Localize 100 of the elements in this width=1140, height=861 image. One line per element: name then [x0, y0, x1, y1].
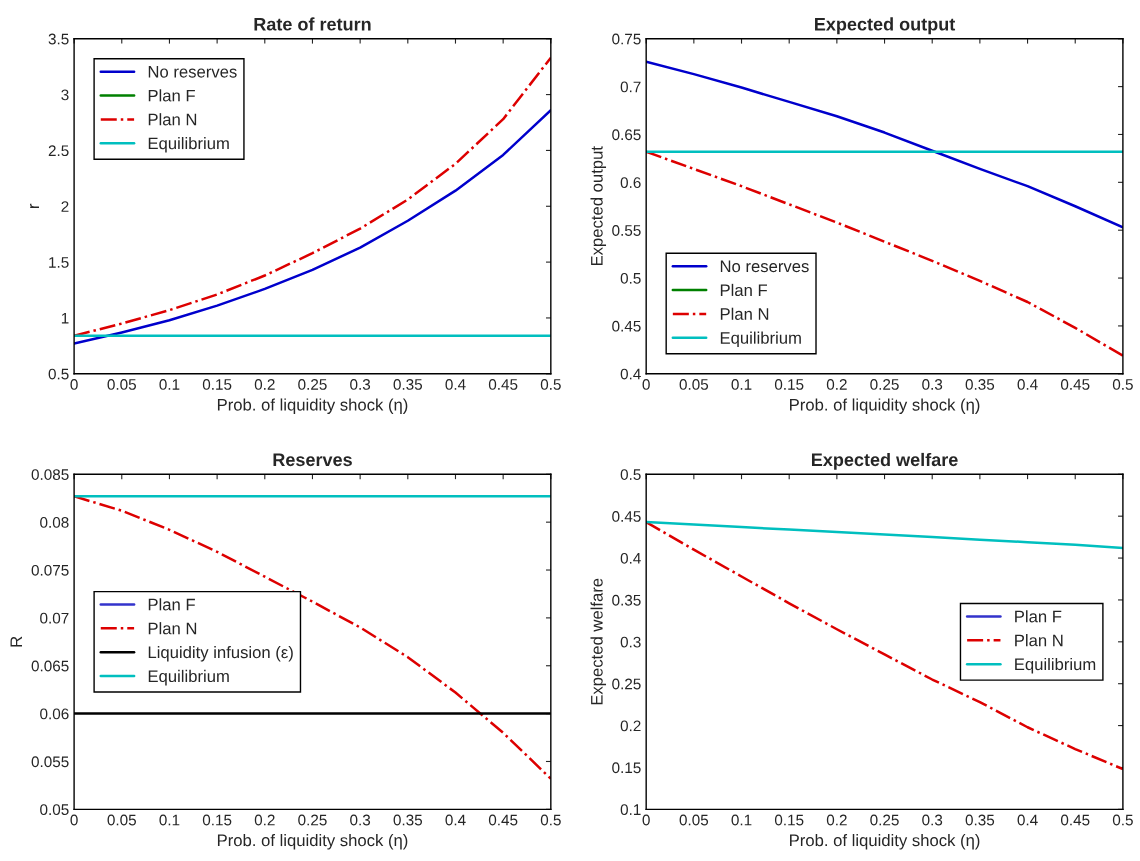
y-tick-label: 0.45 [612, 320, 641, 332]
x-tick-label: 0.15 [202, 379, 232, 390]
line-series [646, 520, 1123, 550]
x-tick-label: 0.4 [445, 814, 466, 826]
chart-title: Expected welfare [811, 452, 958, 470]
y-tick-label: 0.4 [620, 368, 641, 380]
y-tick-label: 0.5 [620, 272, 641, 284]
y-tick-label: 3 [61, 89, 69, 101]
x-tick-label: 0.5 [1112, 814, 1133, 826]
x-tick-label: 0.3 [922, 814, 943, 826]
y-tick-label: 0.5 [620, 469, 641, 480]
x-tick-label: 0.05 [107, 379, 136, 390]
x-tick-label: 0 [642, 814, 650, 826]
y-tick-label: 0.4 [620, 552, 641, 564]
x-axis-title: Prob. of liquidity shock (η) [790, 398, 980, 414]
line-series [74, 108, 551, 345]
x-tick-label: 0.2 [826, 814, 847, 826]
y-tick-label: 0.1 [620, 804, 641, 816]
y-tick-label: 0.75 [612, 33, 641, 45]
y-tick-label: 0.65 [612, 129, 641, 141]
chart-title: Rate of return [254, 17, 371, 31]
legend-label: Liquidity infusion (ε) [148, 645, 293, 662]
y-tick-label: 1 [61, 312, 69, 324]
y-tick-label: 0.2 [620, 720, 641, 732]
x-tick-label: 0.25 [298, 379, 327, 390]
y-tick-label: 0.08 [40, 517, 69, 528]
legend-label: Plan F [720, 283, 768, 297]
x-tick-label: 0.3 [922, 379, 943, 390]
y-tick-label: 0.065 [31, 660, 69, 672]
y-tick-label: 0.6 [620, 177, 641, 189]
legend-label: Plan N [720, 307, 769, 320]
y-tick-label: 0.25 [612, 678, 641, 690]
legend-label: Plan F [148, 89, 195, 102]
y-tick-label: 3.5 [48, 33, 69, 45]
legend-label: Plan N [148, 113, 197, 126]
x-tick-label: 0.1 [731, 814, 752, 826]
x-tick-label: 0.4 [445, 379, 466, 390]
line-series [646, 60, 1123, 229]
x-axis-title: Prob. of liquidity shock (η) [217, 834, 408, 850]
y-tick-label: 0.3 [620, 636, 641, 648]
y-tick-label: 0.055 [31, 756, 69, 768]
legend-label: Equilibrium [1015, 657, 1096, 674]
x-tick-label: 0.5 [540, 379, 561, 390]
x-tick-label: 0.2 [254, 379, 275, 390]
x-tick-label: 0.5 [1112, 379, 1133, 390]
x-tick-label: 0.25 [870, 814, 899, 826]
x-tick-label: 0.25 [298, 814, 327, 826]
x-tick-label: 0.2 [826, 379, 847, 390]
y-tick-label: 0.5 [48, 368, 69, 380]
y-tick-label: 0.15 [612, 762, 641, 774]
x-tick-label: 0 [70, 379, 78, 390]
x-tick-label: 0.45 [488, 379, 518, 390]
y-tick-label: 0.55 [612, 225, 641, 236]
x-tick-label: 0.45 [488, 814, 518, 826]
x-tick-label: 0.35 [965, 379, 995, 390]
x-tick-label: 0.05 [679, 379, 709, 390]
x-tick-label: 0.15 [774, 379, 804, 390]
y-tick-label: 0.05 [40, 804, 69, 816]
x-tick-label: 0.45 [1060, 379, 1090, 390]
legend-label: No reserves [720, 260, 809, 273]
line-series [646, 520, 1123, 771]
x-tick-label: 0.1 [159, 814, 180, 826]
legend-label: Plan F [1015, 610, 1062, 623]
y-tick-label: 0.085 [31, 469, 69, 480]
x-tick-label: 0.4 [1017, 379, 1038, 390]
legend-label: Plan N [1015, 634, 1063, 647]
y-tick-label: 0.35 [612, 594, 641, 606]
y-tick-label: 0.07 [40, 612, 69, 624]
legend-label: Equilibrium [148, 137, 229, 153]
chart-title: Expected output [815, 17, 956, 35]
y-tick-label: 0.075 [31, 564, 69, 576]
x-tick-label: 0.4 [1017, 814, 1038, 826]
y-tick-label: 0.06 [40, 708, 69, 720]
x-tick-label: 0 [642, 379, 650, 390]
y-axis-title: R [10, 636, 22, 647]
legend-label: Equilibrium [720, 331, 801, 348]
x-tick-label: 0.1 [159, 379, 180, 390]
y-tick-label: 0.45 [612, 511, 641, 522]
x-tick-label: 0.15 [202, 814, 232, 826]
y-axis-title: Expected output [590, 146, 607, 266]
y-axis-title: Expected welfare [590, 578, 607, 705]
y-tick-label: 2.5 [48, 145, 69, 157]
legend-label: No reserves [148, 66, 237, 78]
x-axis-title: Prob. of liquidity shock (η) [217, 398, 408, 414]
x-tick-label: 0 [70, 814, 78, 826]
x-tick-label: 0.3 [350, 379, 371, 390]
x-tick-label: 0.05 [679, 814, 709, 826]
y-tick-label: 0.7 [620, 81, 641, 93]
x-tick-label: 0.2 [254, 814, 275, 826]
x-tick-label: 0.25 [870, 379, 899, 390]
x-tick-label: 0.05 [107, 814, 136, 826]
y-tick-label: 2 [61, 201, 69, 212]
x-tick-label: 0.5 [540, 814, 561, 826]
x-tick-label: 0.3 [350, 814, 371, 826]
legend-label: Plan N [148, 622, 197, 635]
line-series [646, 150, 1123, 357]
y-axis-title: r [30, 203, 39, 208]
chart-title: Reserves [273, 453, 352, 467]
y-tick-label: 1.5 [49, 257, 69, 268]
x-axis-title: Prob. of liquidity shock (η) [790, 834, 980, 850]
